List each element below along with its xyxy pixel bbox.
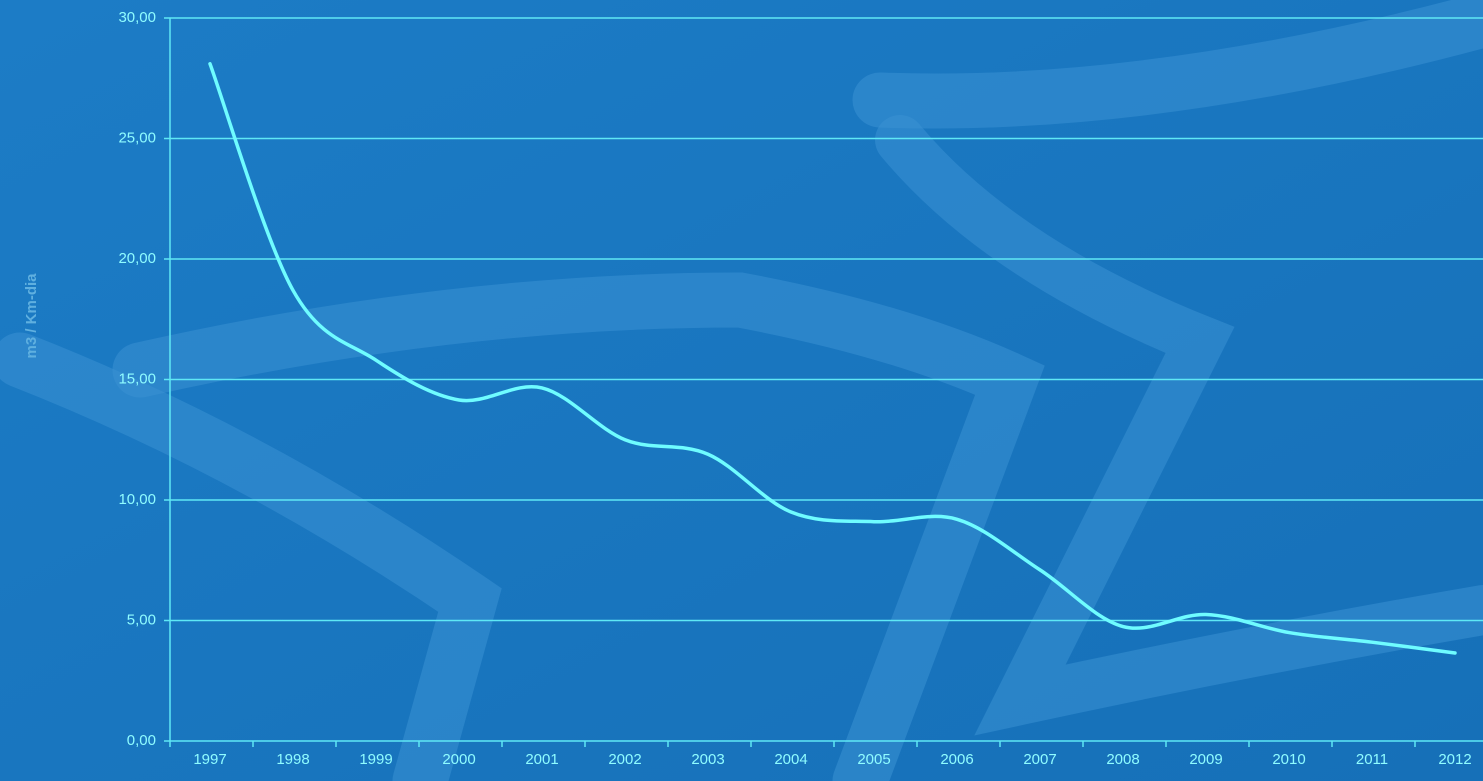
x-tick-label: 2004 (774, 751, 807, 768)
x-tick-label: 1999 (359, 751, 392, 768)
x-tick-label: 2002 (608, 751, 641, 768)
x-tick-label: 2007 (1023, 751, 1056, 768)
x-tick-label: 1997 (193, 751, 226, 768)
y-tick-label: 5,00 (127, 611, 156, 628)
x-tick-label: 2003 (691, 751, 724, 768)
y-tick-label: 15,00 (118, 370, 156, 387)
data-line (208, 62, 1457, 655)
x-tick-label: 2005 (857, 751, 890, 768)
y-tick-label: 10,00 (118, 491, 156, 508)
y-tick-label: 20,00 (118, 250, 156, 267)
x-tick-label: 2012 (1438, 751, 1471, 768)
y-tick-label: 30,00 (118, 9, 156, 26)
x-tick-label: 2009 (1189, 751, 1222, 768)
x-tick-label: 2001 (525, 751, 558, 768)
y-tick-label: 25,00 (118, 129, 156, 146)
y-axis-label: m3 / Km-dia (23, 273, 40, 359)
x-tick-label: 2006 (940, 751, 973, 768)
x-tick-label: 2000 (442, 751, 475, 768)
x-tick-label: 2011 (1356, 751, 1388, 768)
y-tick-label: 0,00 (127, 732, 156, 749)
x-tick-label: 2008 (1106, 751, 1139, 768)
x-tick-label: 1998 (276, 751, 309, 768)
x-tick-label: 2010 (1272, 751, 1305, 768)
